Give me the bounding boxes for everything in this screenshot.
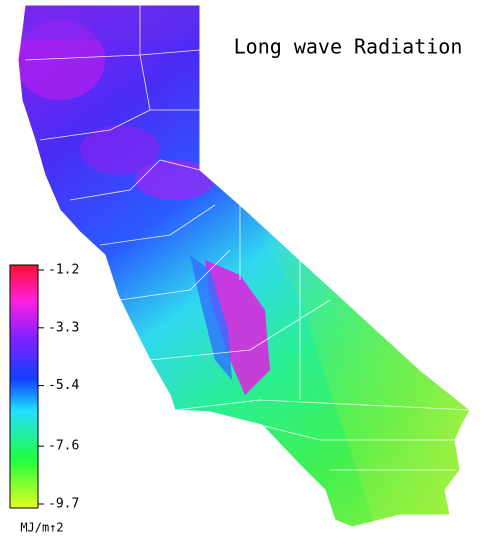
colorbar-tick-label: -9.7 (48, 497, 79, 512)
colorbar-tick-label: -1.2 (48, 263, 79, 278)
colorbar (9, 264, 39, 509)
colorbar-label: MJ/m↑2 (20, 521, 63, 535)
colorbar-tick-label: -5.4 (48, 378, 79, 393)
colorbar-tick-label: -7.6 (48, 439, 79, 454)
colorbar-tick-label: -3.3 (48, 320, 79, 335)
map-title: Long wave Radiation (234, 35, 463, 59)
county-lines (24, 5, 471, 471)
colorbar-scale (9, 264, 39, 509)
